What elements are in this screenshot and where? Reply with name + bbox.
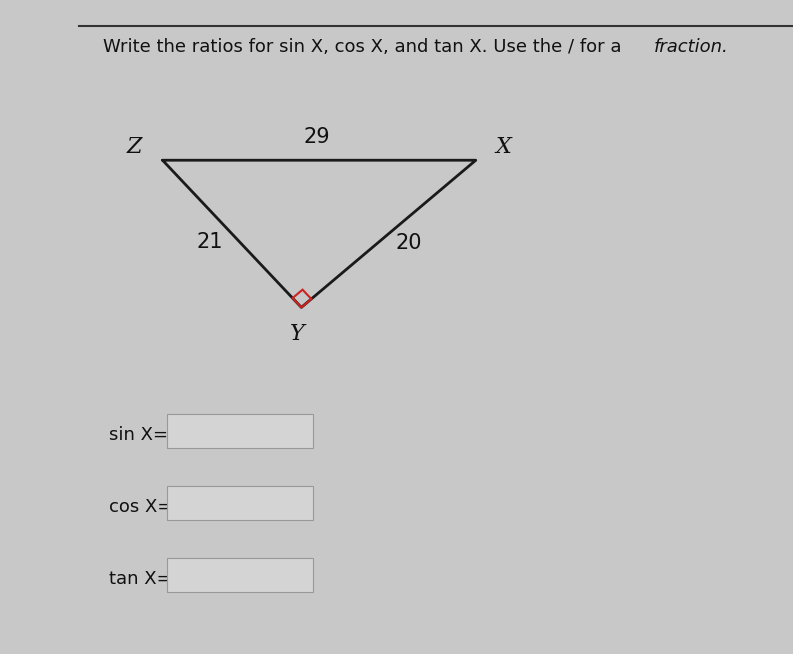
Text: 21: 21 (197, 232, 224, 252)
Bar (167, 558, 313, 592)
Text: Z: Z (127, 136, 143, 158)
Text: 20: 20 (395, 233, 422, 253)
Text: sin X=: sin X= (109, 426, 168, 444)
Text: Write the ratios for sin X, cos X, and tan X. Use the / for a: Write the ratios for sin X, cos X, and t… (103, 37, 627, 56)
Text: fraction.: fraction. (654, 37, 729, 56)
Text: tan X=: tan X= (109, 570, 172, 588)
Text: 29: 29 (304, 128, 331, 147)
Text: Y: Y (290, 322, 305, 345)
Text: cos X=: cos X= (109, 498, 173, 516)
Text: X: X (496, 136, 511, 158)
Bar (167, 414, 313, 448)
Bar (167, 486, 313, 520)
